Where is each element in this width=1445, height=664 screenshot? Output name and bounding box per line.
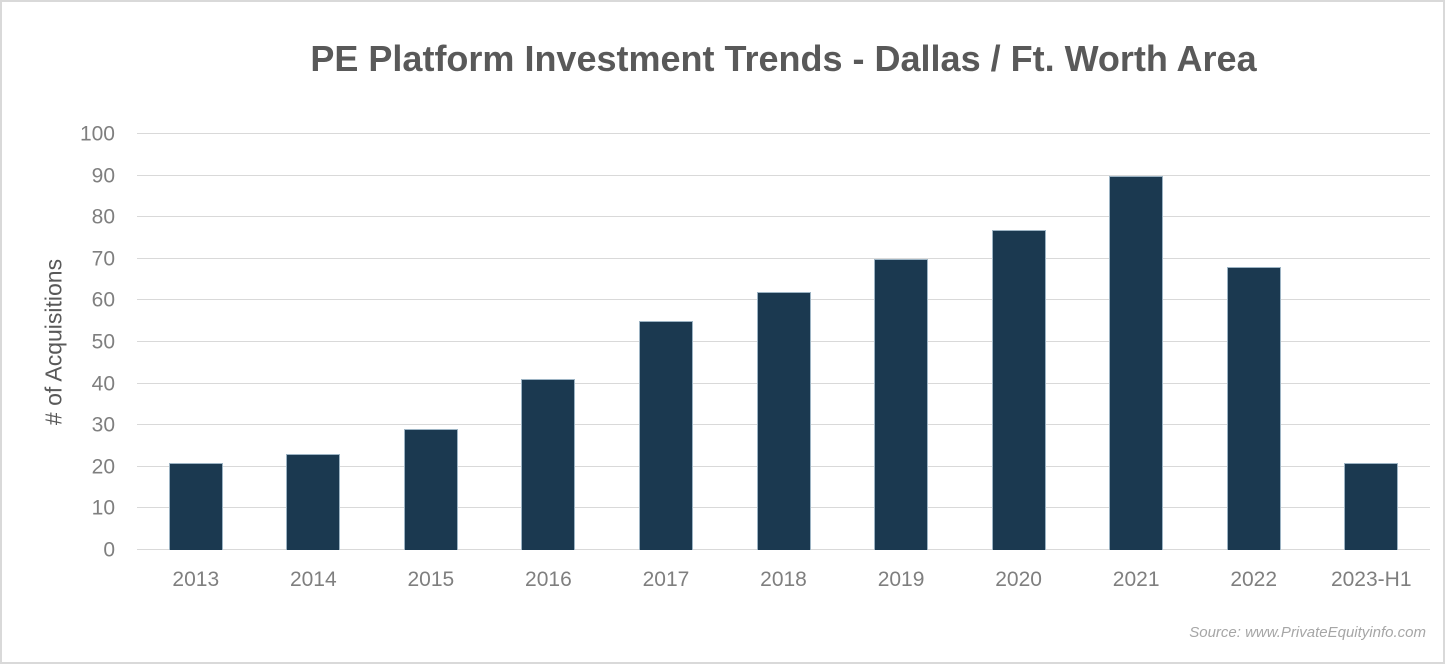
bar-2022 (1226, 267, 1281, 550)
bar-slot-2022 (1195, 134, 1313, 550)
bar-slot-2018 (725, 134, 843, 550)
gridline-80 (137, 216, 1430, 218)
bar-slot-2019 (842, 134, 960, 550)
x-tick-label-2020: 2020 (995, 568, 1042, 591)
x-tick-label-2013: 2013 (172, 568, 220, 591)
y-tick-label-70: 70 (91, 247, 115, 271)
x-tick-label-2023-H1: 2023-H1 (1330, 568, 1412, 591)
x-tick-label-2017: 2017 (642, 568, 690, 591)
bar-series (137, 134, 1430, 550)
gridline-70 (137, 257, 1430, 259)
x-tick-label-2018: 2018 (760, 568, 807, 591)
x-tick-label-2019: 2019 (877, 568, 925, 591)
x-tick-label-2016: 2016 (525, 568, 572, 591)
x-tick-label-2022: 2022 (1230, 568, 1278, 591)
bar-slot-2016 (490, 134, 608, 550)
gridline-90 (137, 174, 1430, 176)
x-tick-label-2015: 2015 (407, 568, 455, 591)
chart-title: PE Platform Investment Trends - Dallas /… (310, 38, 1257, 79)
gridline-100 (137, 133, 1430, 134)
plot-area (137, 133, 1430, 550)
bar-slot-2021 (1077, 134, 1195, 550)
bar-slot-2015 (372, 134, 490, 550)
y-tick-label-50: 50 (91, 330, 115, 354)
y-tick-label-40: 40 (91, 372, 115, 396)
y-tick-label-60: 60 (91, 288, 115, 312)
bar-2021 (1109, 175, 1164, 550)
x-tick-label-2014: 2014 (289, 568, 337, 591)
source-attribution: Source: www.PrivateEquityinfo.com (1189, 624, 1426, 641)
x-tick-label-2021: 2021 (1112, 568, 1160, 591)
bar-2020 (991, 229, 1046, 550)
bar-2014 (286, 454, 341, 550)
y-tick-label-30: 30 (91, 413, 115, 437)
y-tick-label-100: 100 (79, 122, 115, 146)
y-axis-ticks: 0 10 20 30 40 50 60 70 80 90 100 (2, 124, 115, 561)
bar-2016 (521, 379, 576, 550)
bar-slot-2023-H1 (1312, 134, 1430, 550)
y-tick-label-80: 80 (91, 205, 115, 229)
bar-2015 (403, 429, 458, 550)
bar-2017 (638, 321, 693, 550)
bar-slot-2020 (960, 134, 1078, 550)
y-tick-label-10: 10 (91, 496, 115, 520)
bar-2013 (168, 462, 223, 550)
y-tick-label-90: 90 (91, 164, 115, 188)
y-tick-label-0: 0 (103, 538, 115, 562)
bar-2023-H1 (1344, 462, 1399, 550)
bar-slot-2013 (137, 134, 255, 550)
bar-2018 (756, 292, 811, 550)
bar-slot-2017 (607, 134, 725, 550)
y-tick-label-20: 20 (91, 455, 115, 479)
x-axis-labels: 2013 2014 2015 2016 2017 2018 2019 2020 2021 2022… (137, 568, 1430, 592)
bar-slot-2014 (255, 134, 373, 550)
bar-2019 (874, 258, 929, 550)
